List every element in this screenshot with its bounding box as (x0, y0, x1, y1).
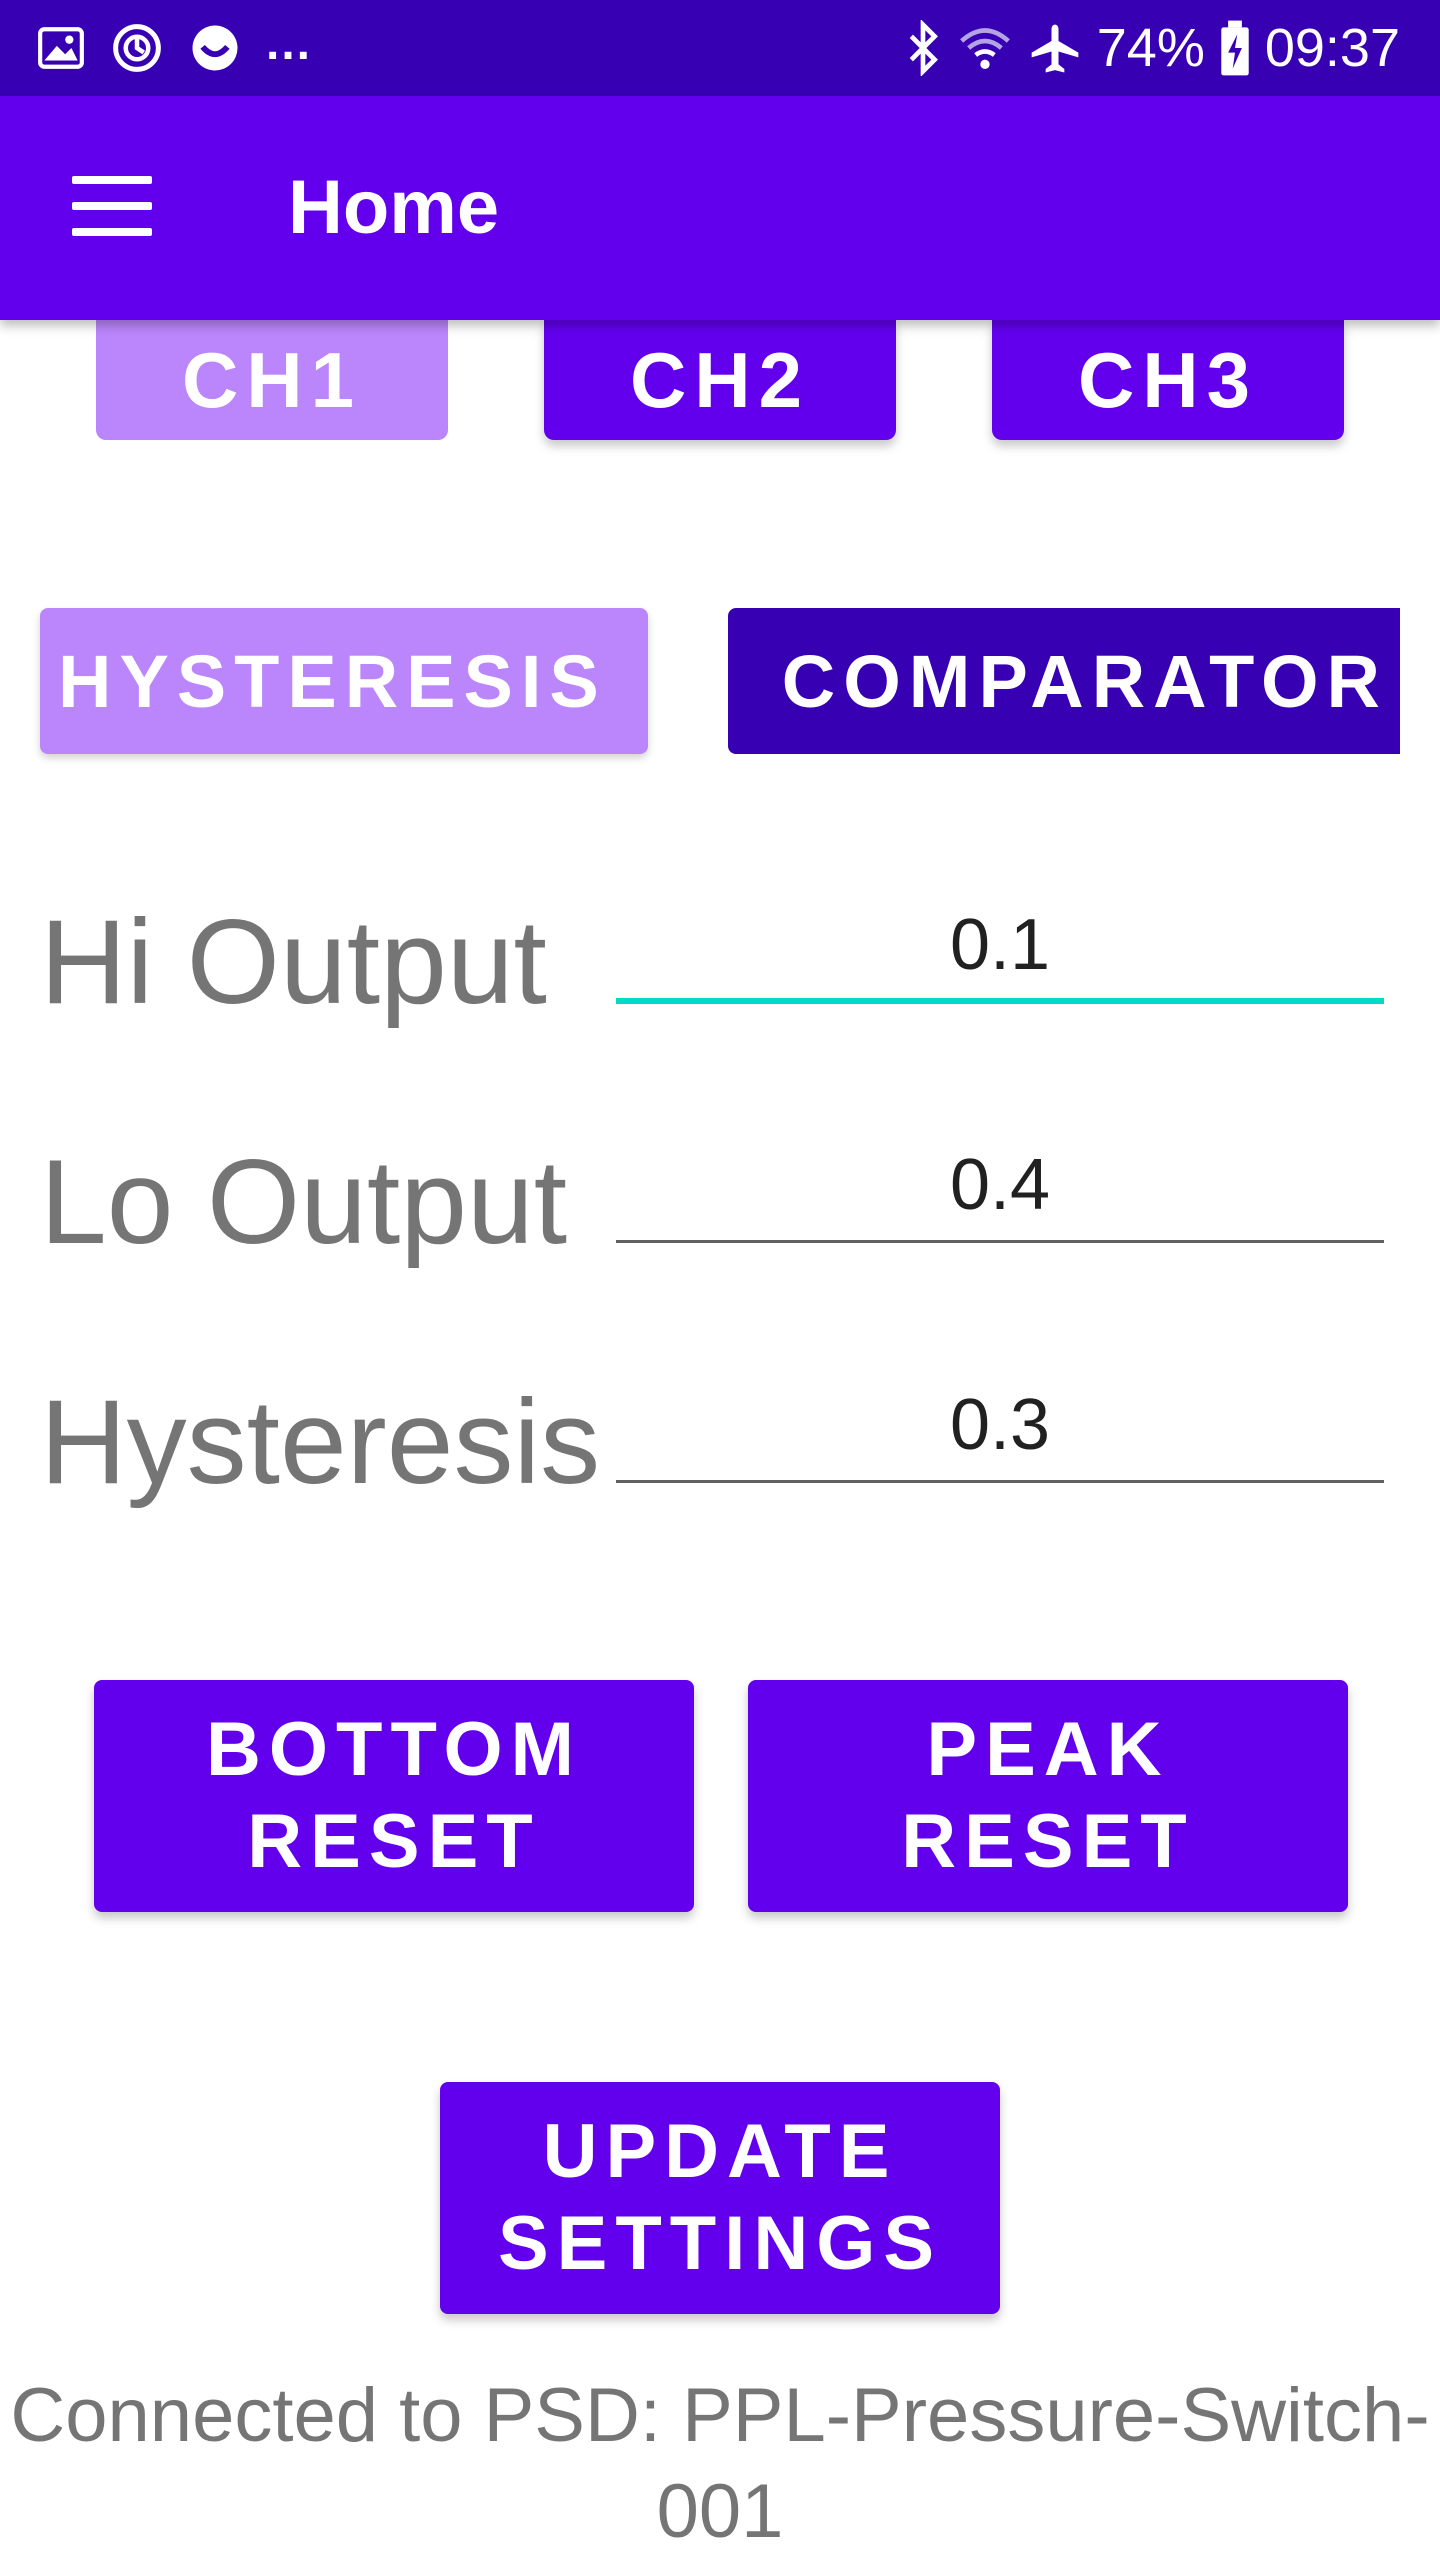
battery-charging-icon (1221, 20, 1249, 76)
hi-output-label: Hi Output (40, 895, 547, 1029)
ch2-button[interactable]: CH2 (544, 320, 896, 440)
hysteresis-field[interactable] (616, 1370, 1384, 1480)
airplane-mode-icon (1031, 24, 1079, 73)
lo-output-label: Lo Output (40, 1135, 568, 1269)
update-settings-button[interactable]: UPDATE SETTINGS (440, 2082, 1000, 2314)
ch3-button[interactable]: CH3 (992, 320, 1344, 440)
connection-status: Connected to PSD: PPL-Pressure-Switch-00… (10, 2373, 1430, 2554)
clock: 09:37 (1264, 18, 1400, 78)
hysteresis-underline (616, 1480, 1384, 1483)
lo-output-field[interactable] (616, 1130, 1384, 1240)
status-bar: ... 74% 09:37 (0, 0, 1440, 96)
app-bar: Home (0, 96, 1440, 320)
hysteresis-label: Hysteresis (40, 1375, 601, 1509)
timer-icon (113, 24, 161, 72)
bluetooth-icon (909, 20, 938, 76)
hysteresis-mode-button[interactable]: HYSTERESIS (40, 608, 648, 754)
hi-output-underline (616, 998, 1384, 1004)
hi-output-field[interactable] (616, 890, 1384, 1000)
comparator-mode-button[interactable]: COMPARATOR (728, 608, 1400, 754)
notification-icons: ... (36, 16, 313, 78)
more-notifications-indicator: ... (266, 16, 313, 70)
smile-icon (192, 25, 238, 71)
system-icons: 74% 09:37 (903, 18, 1400, 78)
peak-reset-button[interactable]: PEAK RESET (748, 1680, 1348, 1912)
wifi-icon (959, 28, 1010, 69)
bottom-reset-button[interactable]: BOTTOM RESET (94, 1680, 694, 1912)
battery-percent: 74% (1096, 18, 1205, 78)
hamburger-menu-icon[interactable] (72, 176, 152, 236)
ch1-button[interactable]: CH1 (96, 320, 448, 440)
gallery-icon (38, 27, 84, 69)
page-title: Home (288, 165, 500, 250)
lo-output-underline (616, 1240, 1384, 1243)
